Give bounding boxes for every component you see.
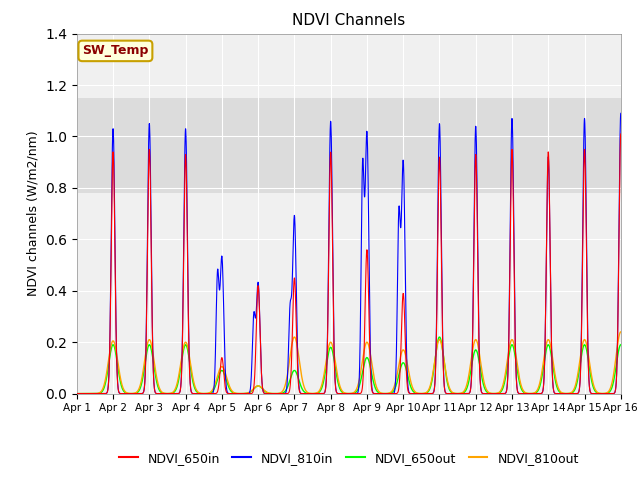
Y-axis label: NDVI channels (W/m2/nm): NDVI channels (W/m2/nm) <box>26 131 40 297</box>
Title: NDVI Channels: NDVI Channels <box>292 13 405 28</box>
Text: SW_Temp: SW_Temp <box>82 44 148 58</box>
Bar <box>77 98 621 193</box>
Legend: NDVI_650in, NDVI_810in, NDVI_650out, NDVI_810out: NDVI_650in, NDVI_810in, NDVI_650out, NDV… <box>114 447 584 469</box>
